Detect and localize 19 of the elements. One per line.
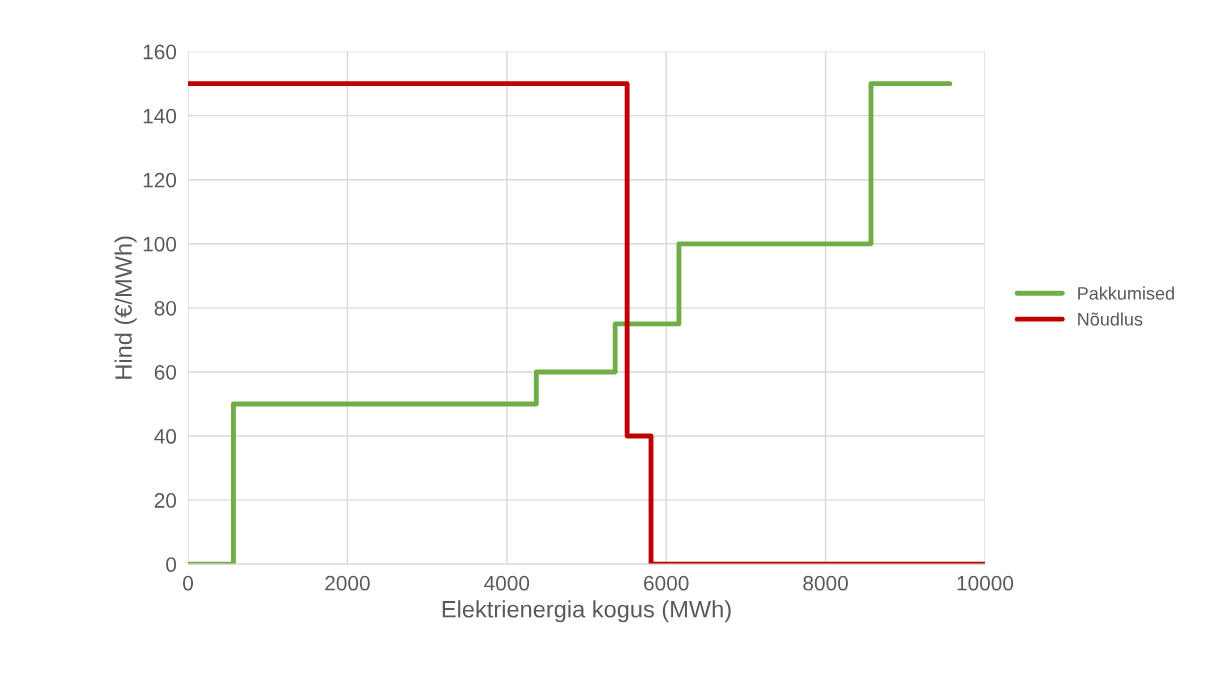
y-tick-label: 0 bbox=[166, 557, 177, 572]
y-axis-title: Hind (€/MWh) bbox=[114, 236, 137, 379]
x-tick-label: 6000 bbox=[644, 575, 689, 591]
legend-label: Pakkumised bbox=[1078, 286, 1174, 300]
legend-label: Nõudlus bbox=[1078, 312, 1143, 326]
y-tick-label: 60 bbox=[154, 364, 177, 380]
x-tick-label: 4000 bbox=[484, 575, 530, 591]
y-tick-label: 160 bbox=[143, 44, 177, 60]
x-tick-label: 8000 bbox=[803, 575, 848, 591]
y-tick-label: 80 bbox=[154, 300, 177, 316]
y-tick-label: 20 bbox=[154, 493, 177, 508]
x-tick-label: 10000 bbox=[957, 575, 1014, 591]
y-tick-label: 100 bbox=[143, 236, 177, 252]
y-tick-label: 40 bbox=[154, 429, 177, 444]
x-axis-title: Elektrienergia kogus (MWh) bbox=[442, 600, 731, 623]
x-tick-label: 2000 bbox=[325, 575, 370, 591]
x-tick-label: 0 bbox=[183, 575, 193, 591]
y-tick-label: 140 bbox=[143, 108, 177, 124]
y-tick-label: 120 bbox=[143, 172, 177, 188]
